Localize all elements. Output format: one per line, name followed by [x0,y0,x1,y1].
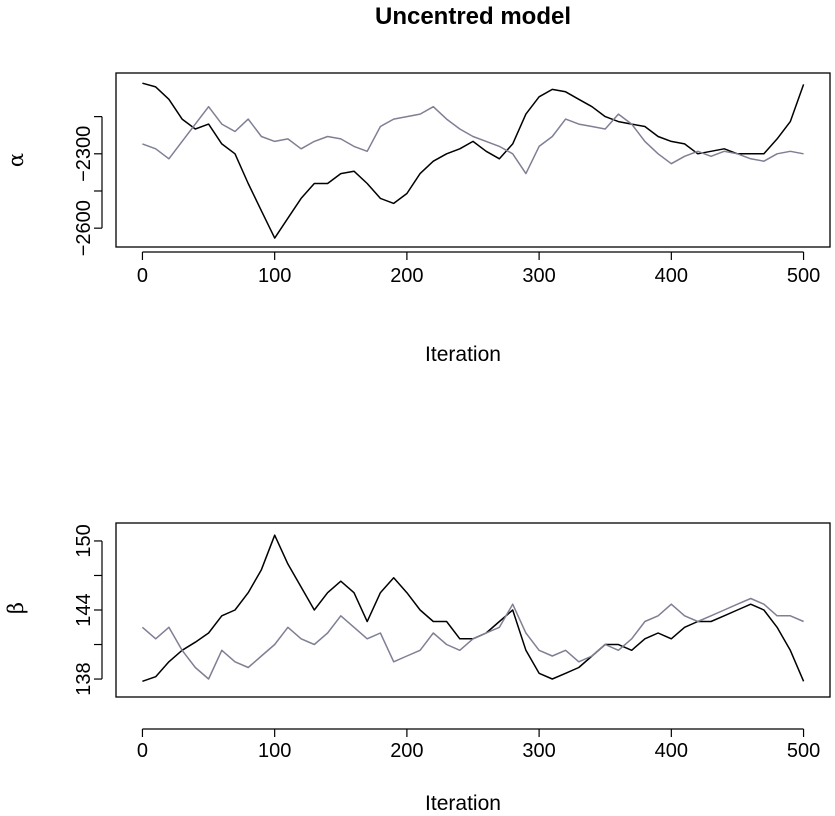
x-tick-label: 200 [390,265,423,287]
x-tick-label: 200 [390,740,423,762]
alpha-trace-panel: 0 100 200 300 400 500 Iteration −2600 −2300 α [4,72,831,366]
plot-frame [115,72,831,248]
x-tick-label: 0 [137,265,148,287]
chain-1-trace-line [142,534,805,683]
x-tick-label: 400 [655,265,688,287]
chain-2-trace-line [142,105,804,175]
x-tick-label: 300 [522,265,555,287]
y-tick-label: 138 [73,662,95,695]
plot-frame [115,522,831,698]
x-axis-title: Iteration [425,792,501,815]
chain-1-trace-line [142,82,805,239]
x-axis-title: Iteration [425,343,501,366]
y-tick-label: 150 [73,524,95,557]
x-tick-label: 300 [522,740,555,762]
beta-trace-panel: 0 100 200 300 400 500 Iteration 138 144 150 β [4,522,831,815]
x-tick-label: 100 [258,740,291,762]
y-tick-label: 144 [73,593,95,626]
x-tick-label: 500 [787,265,820,287]
y-axis-title: α [4,153,28,167]
y-tick-label: −2600 [73,200,95,256]
x-tick-label: 500 [787,740,820,762]
figure-title: Uncentred model [375,3,571,30]
y-axis-title: β [4,602,28,614]
x-tick-label: 100 [258,265,291,287]
y-tick-label: −2300 [73,126,95,182]
chain-2-trace-line [141,597,804,680]
x-tick-label: 0 [137,740,148,762]
x-tick-label: 400 [655,740,688,762]
